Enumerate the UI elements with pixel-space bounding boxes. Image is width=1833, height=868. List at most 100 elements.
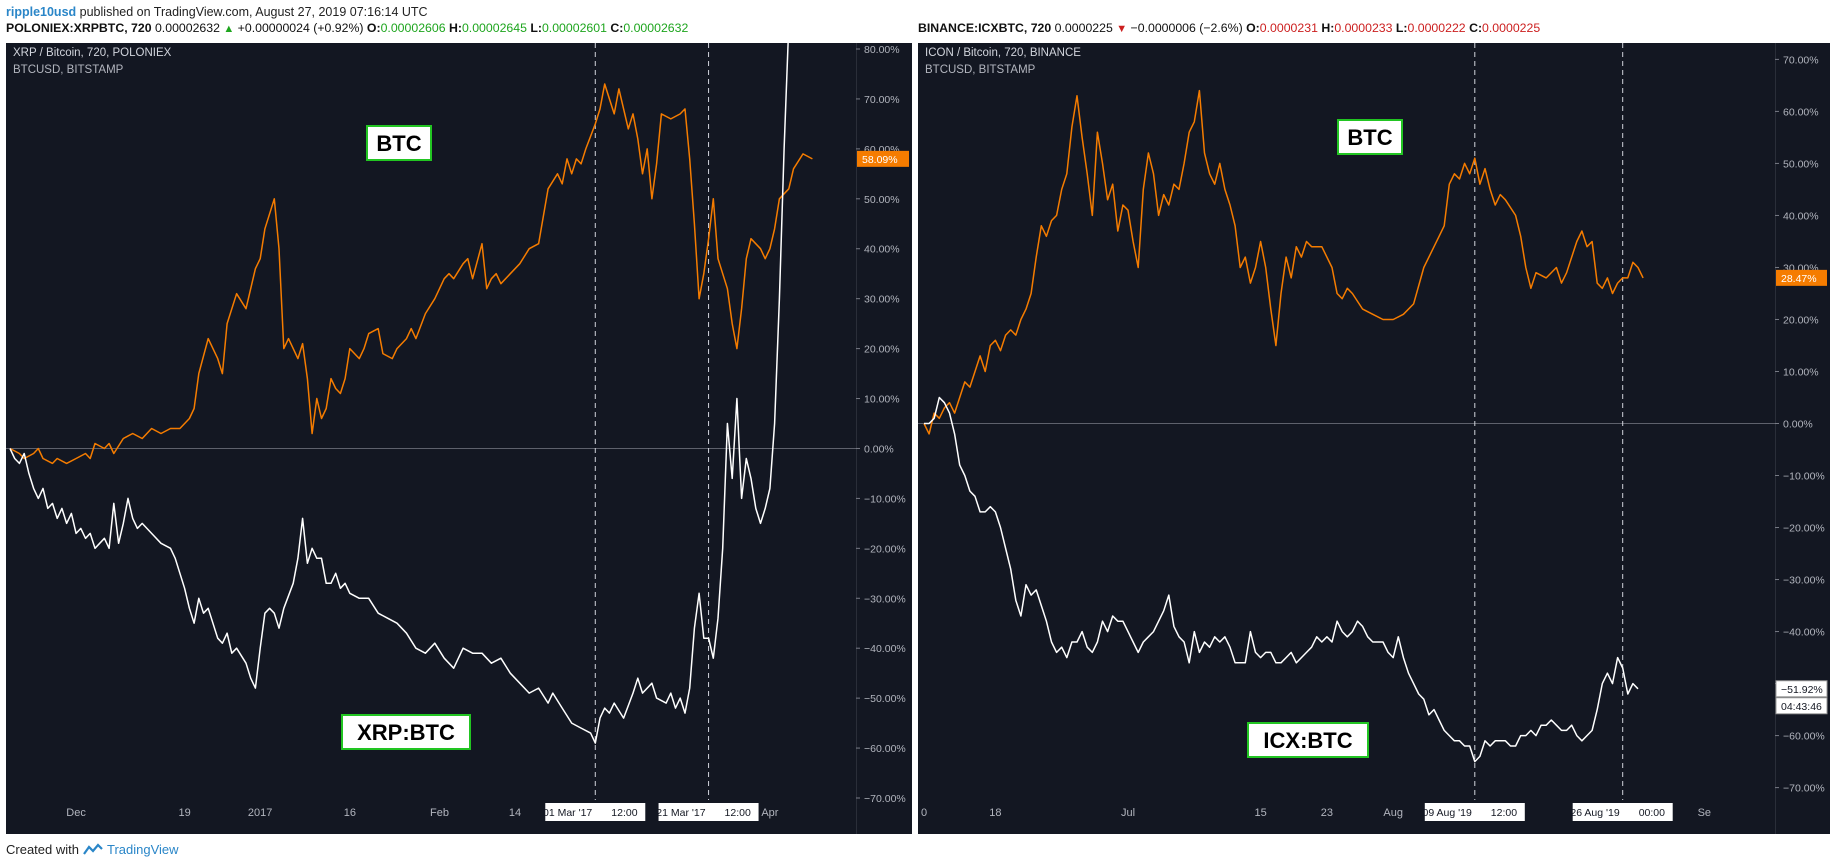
pair-annotation-label: XRP:BTC bbox=[357, 720, 455, 745]
x-tick-label: Apr bbox=[761, 807, 778, 819]
price-axis[interactable] bbox=[856, 43, 912, 800]
created-with-text: Created with bbox=[6, 842, 79, 857]
pair-annotation-label: ICX:BTC bbox=[1263, 728, 1352, 753]
date-marker-time: 12:00 bbox=[1491, 807, 1517, 819]
legend-main-series[interactable]: XRP / Bitcoin, 720, POLONIEX bbox=[13, 47, 172, 59]
x-tick-label: 18 bbox=[989, 807, 1001, 819]
y-tick-label: −70.00% bbox=[1783, 783, 1825, 795]
x-tick-label: Se bbox=[1698, 807, 1711, 819]
left-chart[interactable]: 80.00%70.00%60.00%50.00%40.00%30.00%20.0… bbox=[6, 43, 912, 834]
left-open: 0.00002606 bbox=[380, 21, 446, 35]
x-tick-label: 23 bbox=[1321, 807, 1333, 819]
right-symbol-header: BINANCE:ICXBTC, 720 0.0000225 ▼ −0.00000… bbox=[918, 21, 1541, 35]
date-marker-label: 01 Mar '17 12:00 bbox=[543, 803, 646, 821]
publish-info: ripple10usd published on TradingView.com… bbox=[6, 5, 428, 21]
y-tick-label: −20.00% bbox=[864, 543, 906, 555]
y-tick-label: 0.00% bbox=[1783, 419, 1813, 431]
y-tick-label: 40.00% bbox=[1783, 210, 1819, 222]
left-symbol-header: POLONIEX:XRPBTC, 720 0.00002632 ▲ +0.000… bbox=[6, 21, 689, 35]
x-tick-label: Feb bbox=[430, 807, 449, 819]
arrow-down-icon: ▼ bbox=[1116, 23, 1128, 35]
date-marker-bg bbox=[658, 803, 759, 821]
tradingview-brand-link[interactable]: TradingView bbox=[106, 842, 179, 857]
x-tick-label: 19 bbox=[179, 807, 191, 819]
y-tick-label: 80.00% bbox=[864, 44, 900, 56]
pair-annotation-label-box bbox=[341, 714, 471, 750]
date-marker-date: 09 Aug '19 bbox=[1422, 807, 1471, 819]
btc-last-value-badge bbox=[857, 150, 909, 167]
left-close: 0.00002632 bbox=[623, 21, 689, 35]
y-tick-label: 70.00% bbox=[864, 94, 900, 106]
right-close: 0.0000225 bbox=[1482, 21, 1541, 35]
y-tick-label: −40.00% bbox=[1783, 627, 1825, 639]
date-marker-bg bbox=[545, 803, 646, 821]
date-marker-label: 09 Aug '19 12:00 bbox=[1422, 803, 1525, 821]
y-tick-label: −30.00% bbox=[1783, 575, 1825, 587]
price-axis[interactable] bbox=[1775, 43, 1830, 800]
right-change: −0.0000006 (−2.6%) bbox=[1130, 21, 1243, 35]
x-tick-label: 16 bbox=[344, 807, 356, 819]
date-marker-time: 12:00 bbox=[725, 807, 751, 819]
right-chart[interactable]: 70.00%60.00%50.00%40.00%30.00%20.00%10.0… bbox=[918, 43, 1830, 834]
series-line-btc[interactable] bbox=[923, 89, 1644, 435]
y-tick-label: 50.00% bbox=[864, 194, 900, 206]
footer: Created with TradingView bbox=[6, 842, 179, 857]
btc-annotation-label-box bbox=[1337, 119, 1403, 155]
x-tick-label: 15 bbox=[1254, 807, 1266, 819]
y-tick-label: 0.00% bbox=[864, 443, 894, 455]
y-tick-label: −30.00% bbox=[864, 593, 906, 605]
countdown-badge bbox=[1775, 697, 1828, 715]
y-tick-label: −20.00% bbox=[1783, 523, 1825, 535]
x-tick-label: Dec bbox=[66, 807, 86, 819]
arrow-up-icon: ▲ bbox=[223, 23, 235, 35]
legend-compare-series[interactable]: BTCUSD, BITSTAMP bbox=[925, 64, 1036, 76]
time-axis[interactable] bbox=[918, 800, 1830, 834]
legend-main-series[interactable]: ICON / Bitcoin, 720, BINANCE bbox=[925, 47, 1081, 59]
x-tick-label: Jul bbox=[1121, 807, 1135, 819]
x-tick-label: 14 bbox=[509, 807, 521, 819]
publisher-username[interactable]: ripple10usd bbox=[6, 5, 77, 19]
right-last-price: 0.0000225 bbox=[1054, 21, 1113, 35]
y-tick-label: 40.00% bbox=[864, 244, 900, 256]
date-marker-date: 21 Mar '17 bbox=[656, 807, 705, 819]
series-line-icx-btc[interactable] bbox=[924, 396, 1639, 763]
date-marker-date: 01 Mar '17 bbox=[543, 807, 592, 819]
y-tick-label: 20.00% bbox=[864, 344, 900, 356]
y-tick-label: 60.00% bbox=[1783, 106, 1819, 118]
date-marker-bg bbox=[1572, 803, 1673, 821]
y-tick-label: −60.00% bbox=[1783, 731, 1825, 743]
y-tick-label: 70.00% bbox=[1783, 54, 1819, 66]
right-chart-panel[interactable]: 70.00% 60.00% 50.00% 40.00% 30.00% 20.00% 10.0… bbox=[918, 43, 1830, 834]
pair-last-value-badge bbox=[1775, 680, 1828, 698]
time-axis[interactable] bbox=[6, 800, 912, 834]
tradingview-logo-icon bbox=[83, 843, 103, 855]
plot-area[interactable] bbox=[6, 43, 856, 800]
right-low: 0.0000222 bbox=[1407, 21, 1466, 35]
btc-last-value: 28.47% bbox=[1781, 273, 1817, 285]
plot-area[interactable] bbox=[918, 43, 1775, 800]
pair-annotation-label-box bbox=[1247, 722, 1369, 758]
y-tick-label: −10.00% bbox=[1783, 471, 1825, 483]
series-line-xrp-btc[interactable] bbox=[9, 43, 789, 744]
date-marker-time: 12:00 bbox=[611, 807, 637, 819]
btc-annotation-label: BTC bbox=[376, 131, 421, 156]
left-low: 0.00002601 bbox=[541, 21, 607, 35]
left-last-price: 0.00002632 bbox=[154, 21, 220, 35]
y-tick-label: −40.00% bbox=[864, 643, 906, 655]
bar-countdown: 04:43:46 bbox=[1781, 701, 1822, 713]
right-high: 0.0000233 bbox=[1334, 21, 1393, 35]
legend-compare-series[interactable]: BTCUSD, BITSTAMP bbox=[13, 64, 124, 76]
y-tick-label: 10.00% bbox=[1783, 366, 1819, 378]
series-line-btc[interactable] bbox=[9, 83, 813, 465]
left-chart-panel[interactable]: 80.00% 70.00% 60.00% 50.00% 40.00% 30.00% 20.0… bbox=[6, 43, 912, 834]
date-marker-time: 00:00 bbox=[1639, 807, 1665, 819]
date-marker-date: 26 Aug '19 bbox=[1570, 807, 1619, 819]
y-tick-label: 30.00% bbox=[864, 294, 900, 306]
y-tick-label: −10.00% bbox=[864, 493, 906, 505]
left-high: 0.00002645 bbox=[461, 21, 527, 35]
y-tick-label: 10.00% bbox=[864, 394, 900, 406]
y-tick-label: −70.00% bbox=[864, 793, 906, 805]
right-open: 0.0000231 bbox=[1259, 21, 1318, 35]
left-symbol[interactable]: POLONIEX:XRPBTC, 720 bbox=[6, 21, 152, 35]
right-symbol[interactable]: BINANCE:ICXBTC, 720 bbox=[918, 21, 1052, 35]
